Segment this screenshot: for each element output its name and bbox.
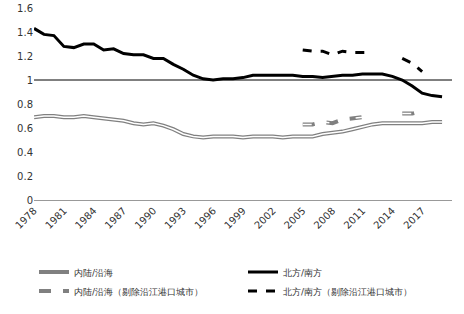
svg-text:0.2: 0.2 (17, 171, 33, 182)
svg-text:1999: 1999 (222, 205, 248, 231)
svg-text:2017: 2017 (401, 205, 427, 231)
svg-text:1996: 1996 (192, 205, 218, 231)
svg-text:1.6: 1.6 (17, 3, 33, 14)
svg-text:0.4: 0.4 (17, 147, 33, 158)
svg-text:1981: 1981 (43, 205, 69, 231)
svg-text:2005: 2005 (282, 205, 308, 231)
svg-text:1993: 1993 (162, 205, 188, 231)
svg-text:1987: 1987 (103, 205, 129, 231)
svg-text:2014: 2014 (371, 205, 397, 231)
svg-text:1978: 1978 (13, 205, 39, 231)
svg-text:0: 0 (27, 195, 33, 206)
svg-text:北方/南方（剔除沿江港口城市）: 北方/南方（剔除沿江港口城市） (283, 287, 412, 297)
svg-text:1: 1 (27, 75, 33, 86)
svg-text:内陆/沿海: 内陆/沿海 (74, 268, 113, 278)
svg-text:内陆/沿海（剔除沿江港口城市）: 内陆/沿海（剔除沿江港口城市） (74, 287, 203, 297)
svg-text:0.6: 0.6 (17, 123, 33, 134)
svg-text:1.2: 1.2 (17, 51, 33, 62)
svg-text:2002: 2002 (252, 205, 278, 231)
svg-text:0.8: 0.8 (17, 99, 33, 110)
svg-text:1990: 1990 (133, 205, 159, 231)
svg-text:1.4: 1.4 (17, 27, 33, 38)
svg-text:2011: 2011 (342, 205, 368, 231)
svg-text:2008: 2008 (312, 205, 338, 231)
svg-text:北方/南方: 北方/南方 (283, 268, 322, 278)
svg-text:1984: 1984 (73, 205, 99, 231)
